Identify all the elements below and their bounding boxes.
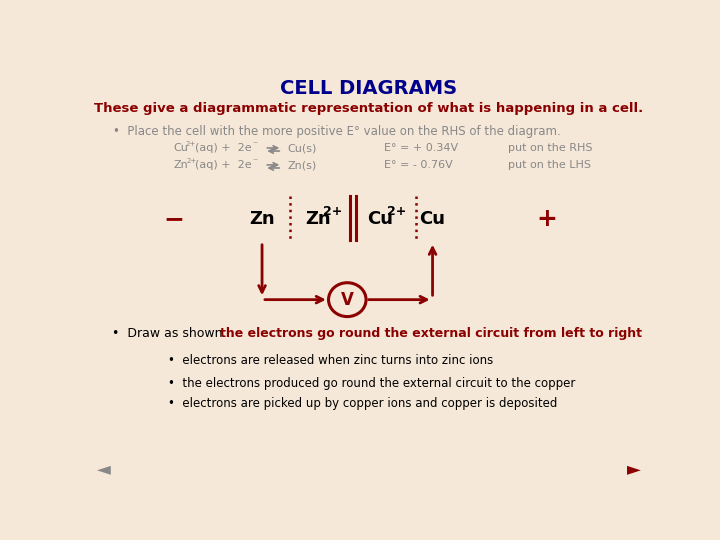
Text: Cu(s): Cu(s): [287, 143, 317, 153]
Text: 2+: 2+: [185, 141, 196, 147]
Text: (aq) +  2e: (aq) + 2e: [194, 160, 251, 170]
Text: Zn: Zn: [305, 210, 331, 228]
Text: put on the LHS: put on the LHS: [508, 160, 592, 170]
Text: put on the RHS: put on the RHS: [508, 143, 593, 153]
Text: Zn(s): Zn(s): [287, 160, 317, 170]
Text: ►: ►: [627, 460, 641, 478]
Text: These give a diagrammatic representation of what is happening in a cell.: These give a diagrammatic representation…: [94, 102, 644, 115]
Text: CELL DIAGRAMS: CELL DIAGRAMS: [280, 79, 458, 98]
Text: Cu: Cu: [420, 210, 446, 228]
Text: •  the electrons produced go round the external circuit to the copper: • the electrons produced go round the ex…: [168, 377, 575, 390]
Text: 2+: 2+: [323, 205, 342, 218]
Text: (aq) +  2e: (aq) + 2e: [194, 143, 251, 153]
Text: 2+: 2+: [186, 158, 197, 164]
Text: ◄: ◄: [97, 460, 111, 478]
Text: Zn: Zn: [249, 210, 275, 228]
Text: •  Draw as shown...: • Draw as shown...: [112, 327, 234, 340]
Text: •  electrons are picked up by copper ions and copper is deposited: • electrons are picked up by copper ions…: [168, 397, 557, 410]
Text: −: −: [163, 207, 184, 231]
Text: +: +: [537, 207, 558, 231]
Text: the electrons go round the external circuit from left to right: the electrons go round the external circ…: [220, 327, 642, 340]
Text: Cu: Cu: [367, 210, 393, 228]
Text: E° = - 0.76V: E° = - 0.76V: [384, 160, 454, 170]
Text: E° = + 0.34V: E° = + 0.34V: [384, 143, 459, 153]
Ellipse shape: [328, 283, 366, 316]
Text: ⁻: ⁻: [252, 140, 257, 150]
Text: •  electrons are released when zinc turns into zinc ions: • electrons are released when zinc turns…: [168, 354, 492, 367]
Text: 2+: 2+: [387, 205, 406, 218]
Text: •  Place the cell with the more positive E° value on the RHS of the diagram.: • Place the cell with the more positive …: [113, 125, 561, 138]
Text: ⁻: ⁻: [252, 157, 257, 167]
Text: Zn: Zn: [174, 160, 189, 170]
Text: Cu: Cu: [174, 143, 189, 153]
Text: V: V: [341, 291, 354, 309]
